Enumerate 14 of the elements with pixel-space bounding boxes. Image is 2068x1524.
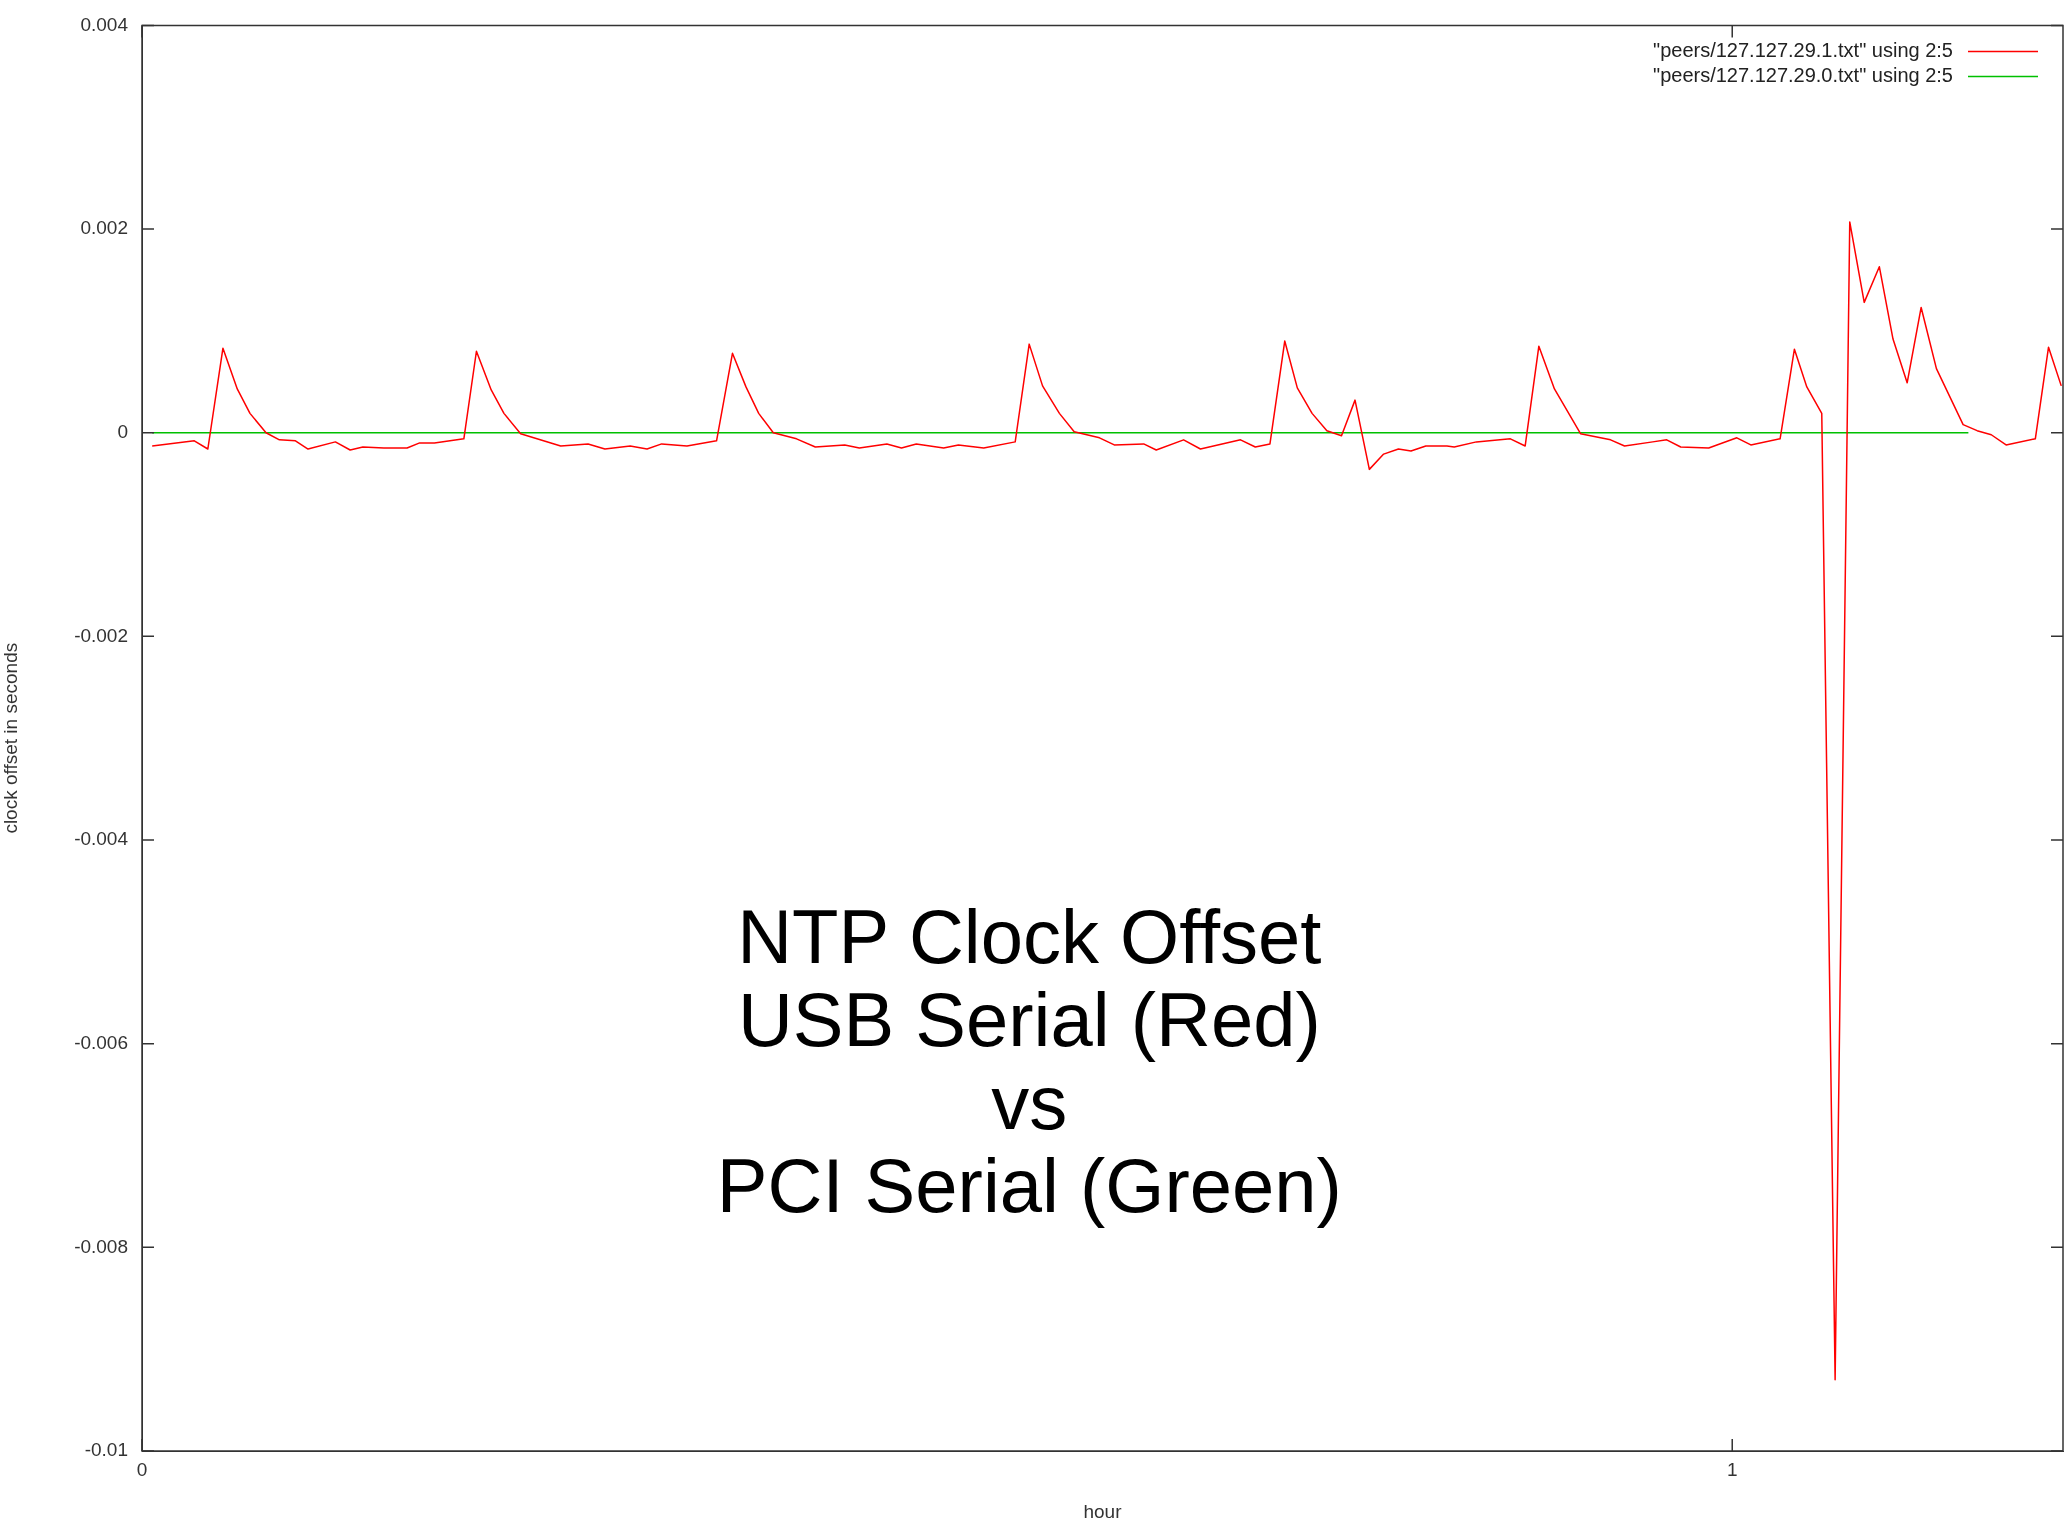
y-tick-label: -0.008 (74, 1235, 128, 1257)
x-tick-label: 1 (1726, 1458, 1738, 1480)
y-tick-label: 0.002 (80, 217, 128, 239)
y-tick-label: -0.004 (74, 828, 129, 850)
y-tick-label: -0.01 (84, 1439, 128, 1461)
legend-label: "peers/127.127.29.1.txt" using 2:5 (1653, 38, 1953, 61)
legend-label: "peers/127.127.29.0.txt" using 2:5 (1653, 63, 1953, 86)
text: NTP Clock Offset USB Serial (Red) vs PCI Serial (Green) (716, 893, 1342, 1228)
y-tick-label: 0 (117, 420, 128, 442)
y-tick-label: 0.004 (80, 13, 129, 35)
x-axis-title: hour (1083, 1500, 1123, 1522)
y-tick-label: -0.002 (74, 624, 128, 646)
y-tick-label: -0.006 (74, 1031, 128, 1053)
y-axis-title: clock offset in seconds (0, 642, 21, 834)
